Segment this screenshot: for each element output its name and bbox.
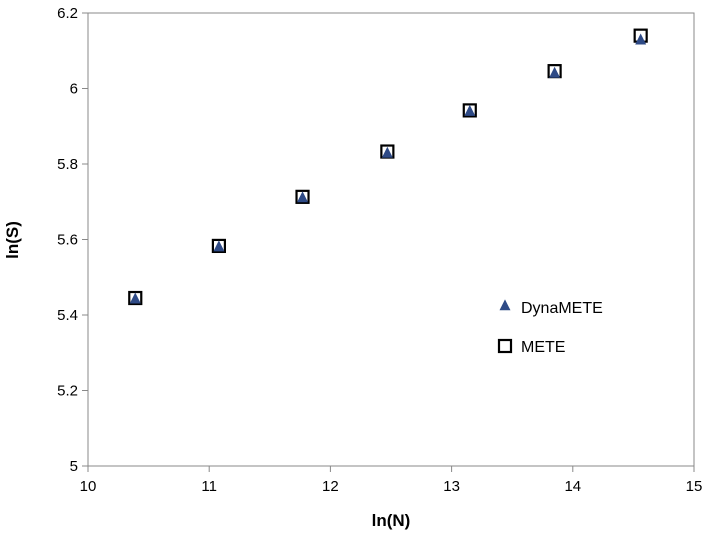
legend-marker-dynamete [499,299,511,311]
data-point-dynamete [381,146,393,158]
y-axis-title: ln(S) [3,221,22,259]
legend-label-dynamete: DynaMETE [521,300,603,317]
data-point-dynamete [129,292,141,304]
x-tick-label: 10 [80,478,97,495]
data-point-mete [128,290,143,306]
y-tick-label: 6.2 [57,5,78,22]
y-tick-label: 5 [70,458,78,475]
data-point-mete [462,103,477,118]
y-tick-label: 5.4 [57,307,78,324]
legend: DynaMETE METE [497,299,603,356]
series-layer [128,28,648,306]
legend-label-mete: METE [521,339,565,356]
y-tick-label: 5.6 [57,232,78,249]
y-tick-label: 5.8 [57,156,78,173]
x-tick-label: 14 [564,478,581,495]
x-axis-ticks: 10 11 12 13 14 15 [80,466,703,495]
data-point-mete [211,238,226,254]
x-tick-label: 12 [322,478,339,495]
series-dynamete [129,33,647,304]
x-axis-title: ln(N) [372,511,411,530]
y-tick-label: 5.2 [57,383,78,400]
plot-area-frame [87,12,695,467]
data-point-dynamete [635,33,647,45]
series-mete [128,28,648,306]
legend-marker-mete [497,338,513,354]
data-point-mete [295,189,310,204]
data-point-dynamete [464,104,476,116]
x-tick-label: 11 [201,478,217,495]
x-tick-label: 15 [686,478,703,495]
data-point-dynamete [297,191,309,203]
y-axis-ticks: 5 5.2 5.4 5.6 5.8 6 6.2 [57,5,88,475]
data-point-dynamete [549,66,561,78]
y-tick-label: 6 [70,81,78,98]
data-point-dynamete [213,240,225,252]
x-tick-label: 13 [443,478,460,495]
